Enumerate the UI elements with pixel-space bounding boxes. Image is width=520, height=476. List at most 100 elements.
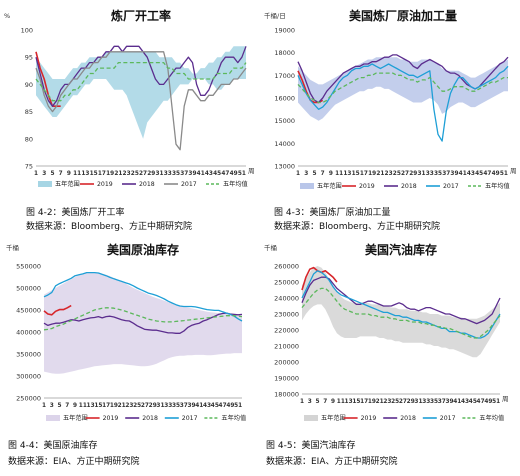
legend-label: 2018: [139, 181, 155, 188]
x-tick-label: 9: [329, 171, 333, 177]
x-tick-label: 29: [147, 171, 155, 177]
y-tick-label: 75: [25, 163, 33, 171]
source-caption: 数据来源：EIA、方正中期研究院: [266, 457, 398, 467]
x-tick-label: 23: [123, 171, 131, 177]
x-tick-label: 35: [172, 403, 180, 409]
x-tick-label: 19: [106, 171, 114, 177]
legend-label: 2018: [400, 415, 416, 422]
x-tick-label: 47: [483, 171, 491, 177]
legend-label: 2019: [359, 183, 375, 190]
y-tick-label: 95: [25, 54, 33, 62]
x-tick-label: 9: [331, 399, 335, 405]
x-axis-label: 周: [248, 167, 255, 175]
x-tick-label: 23: [125, 403, 133, 409]
x-tick-label: 5: [58, 403, 62, 409]
x-tick-label: 7: [323, 399, 327, 405]
legend-swatch-range: [300, 183, 314, 189]
series-line-avg: [43, 307, 243, 331]
legend-swatch-range: [38, 181, 52, 187]
chart-crude-inventory: 美国原油库存 千桶 250000 300000 350000 400000 450000 50…: [0, 236, 260, 436]
y-tick-label: 190000: [274, 375, 299, 383]
y-tick-label: 200000: [274, 359, 299, 367]
y-unit-label: 千桶/日: [264, 11, 286, 20]
x-tick-label: 51: [234, 403, 242, 409]
x-tick-label: 45: [213, 171, 221, 177]
x-tick-label: 37: [180, 171, 188, 177]
x-tick-label: 45: [211, 403, 219, 409]
x-tick-label: 7: [321, 171, 325, 177]
x-tick-label: 1: [296, 171, 300, 177]
x-tick-label: 15: [352, 399, 360, 405]
legend-label: 五年均值: [479, 414, 504, 422]
source-caption: 数据来源：EIA、方正中期研究院: [8, 457, 140, 467]
chart-refinery-utilization: 炼厂开工率% 75 80 85 90 95 100 1 3 5 7 9 11 13 15 17 19 21 23 25…: [0, 0, 260, 205]
y-tick-label: 13000: [274, 163, 295, 171]
x-tick-label: 17: [98, 171, 106, 177]
x-axis-label: 周: [502, 395, 509, 403]
x-tick-label: 27: [141, 403, 149, 409]
y-tick-label: 85: [25, 108, 33, 116]
legend-label: 五年均值: [223, 180, 248, 188]
x-tick-label: 51: [492, 399, 500, 405]
y-tick-label: 210000: [274, 343, 299, 351]
y-tick-label: 450000: [16, 307, 41, 315]
y-unit-label: 千桶: [6, 243, 19, 252]
x-tick-label: 37: [438, 399, 446, 405]
chart-title: 美国汽油库存: [365, 242, 437, 257]
figure-caption: 图 4-3：美国炼厂原油加工量: [274, 208, 391, 218]
legend-label: 五年均值: [485, 182, 510, 190]
y-tick-label: 260000: [274, 263, 299, 271]
x-tick-label: 33: [164, 171, 172, 177]
y-tick-label: 500000: [16, 285, 41, 293]
legend-label: 2017: [182, 415, 198, 422]
y-unit-label: 千桶: [264, 243, 277, 252]
y-tick-label: 300000: [16, 373, 41, 381]
x-tick-label: 1: [300, 399, 304, 405]
legend-label: 2017: [443, 183, 459, 190]
x-tick-label: 31: [156, 403, 164, 409]
x-tick-label: 41: [453, 399, 461, 405]
x-tick-label: 33: [426, 171, 434, 177]
y-tick-label: 18000: [274, 49, 295, 57]
x-tick-label: 9: [73, 403, 77, 409]
legend-label: 五年均值: [221, 414, 246, 422]
legend-label: 2018: [401, 183, 417, 190]
y-tick-label: 100: [21, 27, 33, 35]
x-tick-label: 21: [118, 403, 126, 409]
x-tick-label: 5: [50, 171, 54, 177]
x-tick-label: 19: [368, 171, 376, 177]
x-tick-label: 23: [383, 399, 391, 405]
x-tick-label: 13: [81, 171, 89, 177]
x-tick-label: 3: [308, 399, 312, 405]
x-tick-label: 11: [79, 403, 87, 409]
legend-swatch-range: [46, 415, 60, 421]
x-tick-label: 9: [67, 171, 71, 177]
y-tick-label: 19000: [274, 27, 295, 35]
series-line-avg: [301, 287, 501, 339]
legend-label: 2019: [103, 415, 119, 422]
x-tick-label: 11: [73, 171, 81, 177]
x-tick-label: 19: [368, 399, 376, 405]
x-tick-label: 41: [459, 171, 467, 177]
x-tick-label: 39: [450, 171, 458, 177]
figure-caption: 图 4-4：美国原油库存: [8, 441, 98, 451]
y-tick-label: 220000: [274, 327, 299, 335]
x-tick-label: 5: [316, 399, 320, 405]
x-tick-label: 49: [230, 171, 238, 177]
y-tick-label: 16000: [274, 95, 295, 103]
x-tick-label: 15: [94, 403, 102, 409]
y-tick-label: 230000: [274, 311, 299, 319]
legend-label: 2019: [361, 415, 377, 422]
x-tick-label: 39: [445, 399, 453, 405]
y-tick-label: 17000: [274, 72, 295, 80]
x-tick-label: 5: [312, 171, 316, 177]
x-tick-label: 7: [59, 171, 63, 177]
chart-gasoline-inventory: 美国汽油库存 千桶 180000 190000 200000 210000 220000 23…: [258, 236, 520, 436]
x-tick-label: 13: [87, 403, 95, 409]
x-axis-label: 周: [510, 167, 517, 175]
x-tick-label: 49: [492, 171, 500, 177]
series-line-2017: [35, 51, 247, 151]
chart-title: 美国炼厂原油加工量: [349, 8, 457, 23]
y-tick-label: 250000: [16, 395, 41, 403]
x-tick-label: 15: [352, 171, 360, 177]
